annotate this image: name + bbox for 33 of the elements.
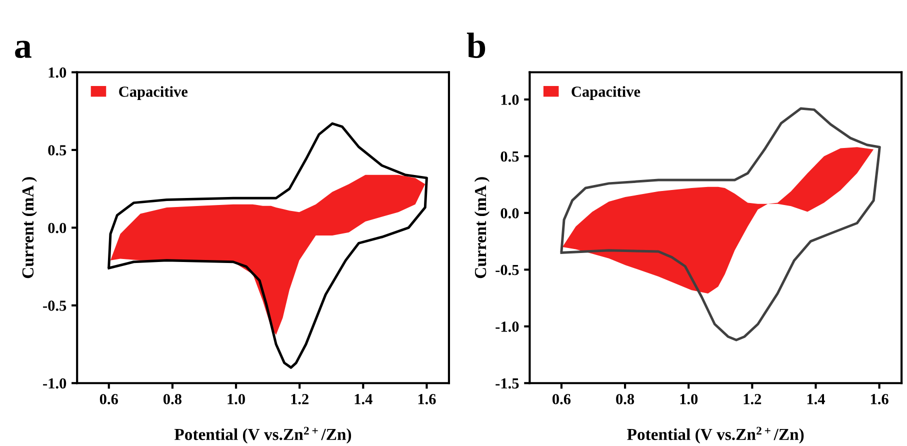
x-tick-label: 1.0: [680, 394, 698, 404]
x-tick-label: 0.6: [100, 394, 118, 404]
y-tick-label: 0.0: [48, 222, 66, 234]
x-tick-label: 1.4: [807, 394, 826, 404]
chart-title: a: [15, 40, 32, 58]
line-series: [108, 122, 428, 369]
y-axis-title: Current (mA ): [474, 177, 490, 278]
y-tick-label: 1.0: [501, 94, 519, 105]
x-tick-label: 1.6: [870, 394, 888, 404]
line-series: [560, 107, 881, 342]
y-tick-label: 0.0: [500, 208, 519, 218]
chart-title: b: [466, 32, 486, 58]
y-tick-label: -0.5: [496, 264, 519, 276]
x-axis-title: Potential (V vs.Zn$^{2+}$/Zn): [627, 426, 804, 444]
y-tick-label: -1.5: [496, 378, 519, 389]
y-tick-label: 0.5: [48, 145, 66, 156]
y-tick-label: 0.5: [500, 151, 519, 162]
x-tick-label: 1.2: [744, 394, 762, 404]
x-tick-label: 1.2: [291, 394, 308, 404]
y-tick-label: -1.0: [43, 378, 66, 389]
legend-label: Capacitive: [572, 86, 640, 100]
x-tick-label: 0.8: [616, 394, 634, 404]
x-tick-label: 0.6: [552, 394, 571, 404]
x-tick-label: 1.4: [354, 394, 372, 404]
x-axis-title: Potential (V vs.Zn$^{2+}$/Zn): [174, 426, 352, 444]
y-tick-label: 1.0: [48, 67, 66, 78]
x-tick-label: 1.6: [418, 394, 436, 404]
y-axis-title: Current (mA ): [22, 177, 37, 278]
x-tick-label: 0.8: [163, 394, 182, 404]
legend-label: Capacitive: [119, 86, 188, 100]
y-tick-label: -1.0: [496, 322, 519, 332]
x-tick-label: 1.0: [228, 394, 245, 404]
y-tick-label: -0.5: [43, 300, 66, 311]
